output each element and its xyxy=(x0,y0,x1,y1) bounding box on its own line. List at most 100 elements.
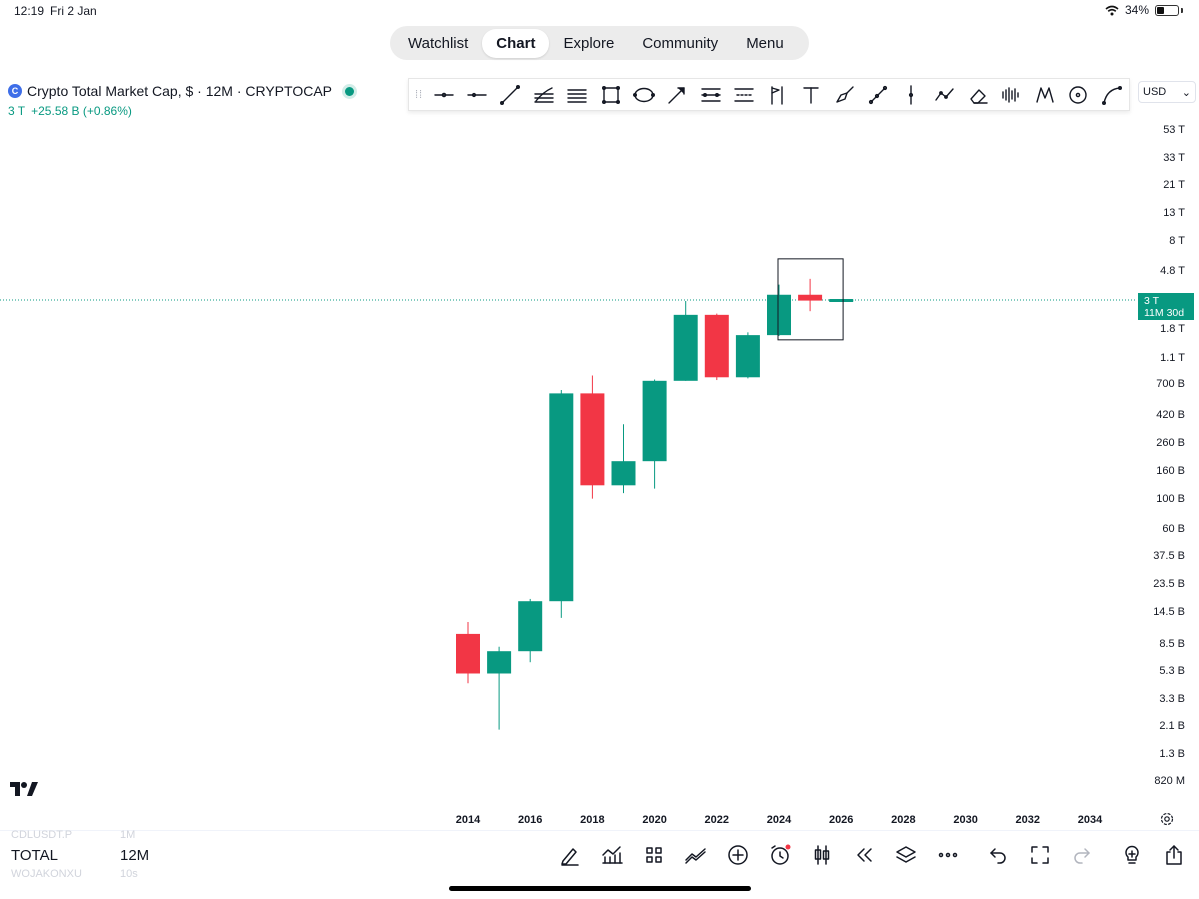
ghost-interval-below[interactable]: 10s xyxy=(120,868,138,880)
symbol-title[interactable]: Crypto Total Market Cap, $ · 12M · CRYPT… xyxy=(27,83,332,99)
home-indicator[interactable] xyxy=(449,886,751,891)
tab-chart[interactable]: Chart xyxy=(482,28,550,58)
time-tick-label: 2022 xyxy=(704,814,730,826)
share-icon[interactable] xyxy=(1162,843,1186,867)
status-bar: 12:19 Fri 2 Jan 34% xyxy=(0,0,1199,22)
time-tick-label: 2032 xyxy=(1015,814,1041,826)
add-icon[interactable] xyxy=(726,843,750,867)
price-tick-label: 13 T xyxy=(1163,206,1185,219)
undo-icon[interactable] xyxy=(986,843,1010,867)
last-price-tag-value: 3 T xyxy=(1144,295,1159,307)
drawing-pen-icon[interactable] xyxy=(558,843,582,867)
date-range-icon[interactable] xyxy=(728,80,761,110)
candle-body-2024 xyxy=(767,294,791,336)
price-tick-label: 3.3 B xyxy=(1159,693,1185,706)
circle-target-icon[interactable] xyxy=(1061,80,1094,110)
status-date: Fri 2 Jan xyxy=(50,4,97,18)
price-tick-label: 1.8 T xyxy=(1160,323,1185,335)
price-tick-label: 260 B xyxy=(1156,436,1185,449)
chevron-down-icon: ⌄ xyxy=(1181,86,1191,99)
current-symbol[interactable]: TOTAL xyxy=(11,847,58,864)
layers-icon[interactable] xyxy=(894,843,918,867)
parallel-lines-icon[interactable] xyxy=(561,80,594,110)
time-tick-label: 2026 xyxy=(828,814,854,826)
price-tick-label: 60 B xyxy=(1162,522,1185,535)
zigzag-icon[interactable] xyxy=(928,80,961,110)
symbol-header[interactable]: C Crypto Total Market Cap, $ · 12M · CRY… xyxy=(8,83,354,99)
price-tick-label: 700 B xyxy=(1156,378,1185,391)
tab-explore[interactable]: Explore xyxy=(563,34,615,52)
tab-community[interactable]: Community xyxy=(642,34,719,52)
more-icon[interactable] xyxy=(936,843,960,867)
candle-body-2018 xyxy=(580,393,605,486)
cross-line-icon[interactable] xyxy=(427,80,460,110)
arrow-icon[interactable] xyxy=(661,80,694,110)
candle-body-2021 xyxy=(673,314,698,381)
ghost-symbol-below[interactable]: WOJAKONXU xyxy=(11,868,82,880)
candle-body-2023 xyxy=(735,335,760,378)
tab-menu[interactable]: Menu xyxy=(746,34,784,52)
price-tick-label: 820 M xyxy=(1154,775,1185,787)
price-tick-label: 4.8 T xyxy=(1160,265,1185,278)
price-tick-label: 23.5 B xyxy=(1153,577,1185,590)
time-tick-label: 2024 xyxy=(766,814,792,826)
last-price-tag: 3 T 11M 30d xyxy=(1138,293,1194,320)
price-tick-label: 53 T xyxy=(1163,124,1185,137)
battery-tip xyxy=(1181,7,1183,13)
curve-icon[interactable] xyxy=(1095,80,1128,110)
battery-percent: 34% xyxy=(1124,3,1149,17)
path-icon[interactable] xyxy=(861,80,894,110)
tradingview-logo-icon[interactable] xyxy=(10,780,38,801)
candle-body-2020 xyxy=(642,380,667,462)
time-tick-label: 2020 xyxy=(642,814,667,826)
status-right: 34% xyxy=(1105,3,1183,17)
last-price: 3 T xyxy=(8,104,26,118)
ghost-interval-above[interactable]: 1M xyxy=(120,829,136,841)
xabcd-pattern-icon[interactable] xyxy=(1028,80,1061,110)
candle-body-2015 xyxy=(487,651,512,674)
drag-handle-icon[interactable]: ⁞⁞ xyxy=(415,88,424,101)
candle-body-2025 xyxy=(798,294,823,301)
text-icon[interactable] xyxy=(794,80,827,110)
brush-icon[interactable] xyxy=(828,80,861,110)
time-tick-label: 2016 xyxy=(517,814,543,826)
currency-label: USD xyxy=(1143,86,1167,98)
candle-body-2022 xyxy=(704,314,729,378)
horizontal-line-icon[interactable] xyxy=(460,80,493,110)
price-tick-label: 33 T xyxy=(1163,152,1185,165)
fib-retracement-icon[interactable] xyxy=(527,80,560,110)
alert-clock-icon[interactable] xyxy=(768,843,792,867)
candle-body-2019 xyxy=(611,461,636,486)
price-range-icon[interactable] xyxy=(694,80,727,110)
ellipse-icon[interactable] xyxy=(627,80,660,110)
top-nav: Watchlist Chart Explore Community Menu xyxy=(390,26,809,60)
flag-mark-icon[interactable] xyxy=(761,80,794,110)
volume-profile-icon[interactable] xyxy=(995,80,1028,110)
trend-line-icon[interactable] xyxy=(494,80,527,110)
ghost-symbol-above[interactable]: CDLUSDT.P xyxy=(11,829,73,841)
bottom-bar: CDLUSDT.P 1M TOTAL 12M WOJAKONXU 10s xyxy=(0,829,1199,880)
battery-icon xyxy=(1155,4,1179,16)
current-interval[interactable]: 12M xyxy=(120,847,150,864)
ideas-bulb-icon[interactable] xyxy=(1120,843,1144,867)
vertical-line-icon[interactable] xyxy=(894,80,927,110)
eraser-icon[interactable] xyxy=(961,80,994,110)
replay-icon[interactable] xyxy=(852,843,876,867)
price-tick-label: 1.1 T xyxy=(1160,351,1185,364)
candle-type-icon[interactable] xyxy=(810,843,834,867)
currency-select[interactable]: USD ⌄ xyxy=(1138,81,1196,103)
tab-watchlist[interactable]: Watchlist xyxy=(408,34,469,52)
indicators-icon[interactable] xyxy=(600,843,624,867)
market-open-icon xyxy=(345,86,354,96)
fullscreen-icon[interactable] xyxy=(1028,843,1052,867)
price-tick-label: 2.1 B xyxy=(1159,719,1185,732)
layout-grid-icon[interactable] xyxy=(642,843,666,867)
rectangle-icon[interactable] xyxy=(594,80,627,110)
compare-icon[interactable] xyxy=(684,843,708,867)
gear-icon[interactable] xyxy=(1160,812,1174,826)
candle-body-2017 xyxy=(549,393,574,602)
drawing-toolbar: ⁞⁞ xyxy=(408,78,1130,111)
redo-icon[interactable] xyxy=(1070,843,1094,867)
price-tick-label: 100 B xyxy=(1156,492,1185,505)
